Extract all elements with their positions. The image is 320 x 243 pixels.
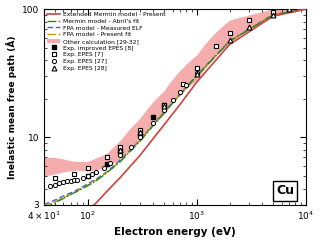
Text: Cu: Cu [276, 184, 294, 198]
Legend: Extended Mermin model - Present, Mermin model - Abril's fit, FPA model - Measure: Extended Mermin model - Present, Mermin … [46, 11, 166, 72]
X-axis label: Electron energy (eV): Electron energy (eV) [114, 227, 236, 237]
Y-axis label: Inelastic mean free path (Å): Inelastic mean free path (Å) [5, 35, 17, 179]
